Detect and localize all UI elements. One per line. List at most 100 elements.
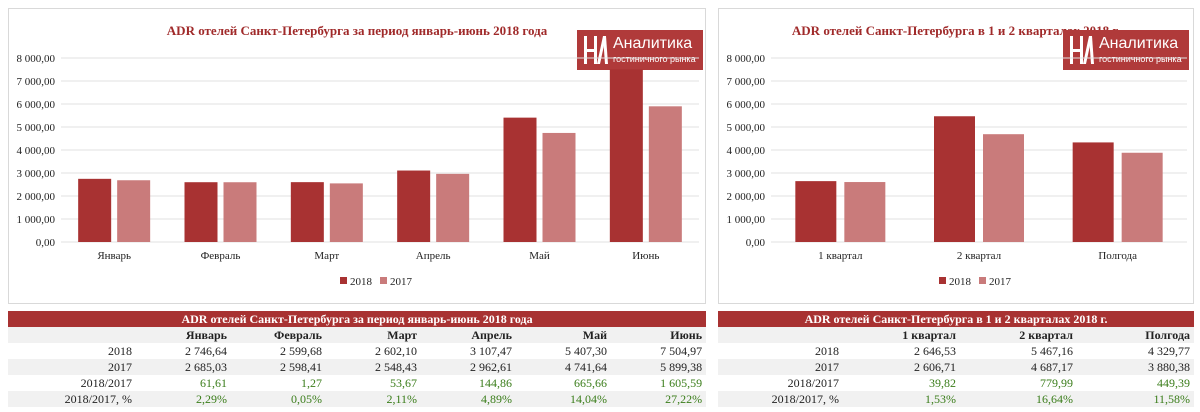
table-title: ADR отелей Санкт-Петербурга за период ян… <box>8 311 707 327</box>
table-monthly: ADR отелей Санкт-Петербурга за период ян… <box>8 311 707 407</box>
column-header: Март <box>326 327 421 343</box>
table-cell: 1,27 <box>301 376 322 390</box>
bar-2017-1 <box>223 182 257 242</box>
table-cell: 665,66 <box>574 376 607 390</box>
table-quarterly: ADR отелей Санкт-Петербурга в 1 и 2 квар… <box>718 311 1195 407</box>
table-cell: 27,22% <box>611 391 707 407</box>
brand-mark-icon <box>583 34 609 66</box>
table-row: 2018/2017 61,61 1,27 53,67 144,86 665,66… <box>8 375 706 391</box>
table-cell: 0,05% <box>231 391 326 407</box>
chart-title: ADR отелей Санкт-Петербурга в 1 и 2 квар… <box>791 23 1121 38</box>
row-label: 2018/2017 <box>80 376 132 390</box>
table-cell: 2 598,41 <box>231 359 326 375</box>
column-header: 1 квартал <box>843 327 960 343</box>
table-row: 2018 2 646,53 5 467,16 4 329,77 <box>718 343 1194 359</box>
bar-2018-1 <box>934 116 975 242</box>
legend-swatch-2017 <box>380 277 387 284</box>
row-label: 2018/2017 <box>787 376 839 390</box>
table-row: 2018/2017, % 2,29% 0,05% 2,11% 4,89% 14,… <box>8 391 707 407</box>
table-corner <box>718 327 843 343</box>
table-cell: 2 602,10 <box>375 344 417 358</box>
y-tick-label: 0,00 <box>746 237 766 249</box>
table-cell: 2 548,43 <box>326 359 421 375</box>
column-header: Январь <box>136 327 231 343</box>
table-cell: 4 687,17 <box>960 359 1077 375</box>
bar-2017-4 <box>542 132 576 242</box>
x-tick-label: Апрель <box>416 250 451 262</box>
x-tick-label: Июнь <box>632 250 659 262</box>
table-cell: 7 504,97 <box>660 344 703 358</box>
y-tick-label: 5 000,00 <box>17 122 56 134</box>
table-cell: 779,99 <box>1040 376 1073 390</box>
y-tick-label: 0,00 <box>36 237 56 249</box>
bar-2017-2 <box>1121 152 1163 242</box>
chart-panel-monthly: ADR отелей Санкт-Петербурга за период ян… <box>8 8 706 304</box>
bar-2018-0 <box>795 181 837 242</box>
table-cell: 2 646,53 <box>914 344 956 358</box>
table-cell: 61,61 <box>200 376 227 390</box>
table-cell: 1 605,59 <box>660 376 703 390</box>
table-cell: 2,29% <box>136 391 231 407</box>
table-cell: 4 741,64 <box>516 359 611 375</box>
brand-name: Аналитика <box>613 35 693 52</box>
x-tick-label: Полгода <box>1098 250 1137 262</box>
chart-title: ADR отелей Санкт-Петербурга за период ян… <box>166 23 548 38</box>
x-tick-label: Март <box>314 250 339 262</box>
y-tick-label: 1 000,00 <box>727 214 766 226</box>
legend-swatch-2018 <box>340 277 347 284</box>
brand-subtitle: гостиничного рынка <box>613 54 696 64</box>
y-tick-label: 2 000,00 <box>17 191 56 203</box>
y-tick-label: 6 000,00 <box>727 99 766 111</box>
table-cell: 3 107,47 <box>470 344 512 358</box>
column-header: Май <box>516 327 611 343</box>
bar-2018-1 <box>184 182 218 242</box>
table-row: 2018 2 746,64 2 599,68 2 602,10 3 107,47… <box>8 343 706 359</box>
y-tick-label: 4 000,00 <box>17 145 56 157</box>
row-label: 2017 <box>718 359 843 375</box>
x-tick-label: Май <box>529 250 550 262</box>
bar-2018-4 <box>503 117 537 242</box>
row-label: 2017 <box>8 359 136 375</box>
table-cell: 2 599,68 <box>280 344 322 358</box>
bar-2017-1 <box>983 134 1024 242</box>
row-label: 2018 <box>815 344 839 358</box>
y-tick-label: 8 000,00 <box>727 53 766 65</box>
column-header: Апрель <box>421 327 516 343</box>
brand-logo: Аналитика гостиничного рынка <box>1063 30 1189 70</box>
chart-panel-quarterly: ADR отелей Санкт-Петербурга в 1 и 2 квар… <box>718 8 1194 304</box>
column-header: Полгода <box>1077 327 1195 343</box>
table-cell: 1,53% <box>843 391 960 407</box>
table-row: 2017 2 606,71 4 687,17 3 880,38 <box>718 359 1195 375</box>
row-label: 2018/2017, % <box>718 391 843 407</box>
table-cell: 2 685,03 <box>136 359 231 375</box>
column-header: Февраль <box>231 327 326 343</box>
y-tick-label: 7 000,00 <box>17 76 56 88</box>
y-tick-label: 3 000,00 <box>17 168 56 180</box>
table-row: 2017 2 685,03 2 598,41 2 548,43 2 962,61… <box>8 359 707 375</box>
row-label: 2018/2017, % <box>8 391 136 407</box>
table-cell: 14,04% <box>516 391 611 407</box>
table-corner <box>8 327 136 343</box>
table-cell: 2,11% <box>326 391 421 407</box>
table-cell: 11,58% <box>1077 391 1195 407</box>
chart-quarterly: 0,00 1 000,00 2 000,00 3 000,00 4 000,00 5 00… <box>727 53 1187 288</box>
table-row: 2018/2017 39,82 779,99 449,39 <box>718 375 1194 391</box>
y-tick-label: 6 000,00 <box>17 99 56 111</box>
table-cell: 144,86 <box>479 376 512 390</box>
brand-name: Аналитика <box>1099 35 1179 52</box>
row-label: 2018 <box>108 344 132 358</box>
chart-monthly: 0,00 1 000,00 2 000,00 3 000,00 4 000,00 5 00… <box>17 53 699 288</box>
table-title: ADR отелей Санкт-Петербурга в 1 и 2 квар… <box>718 311 1195 327</box>
bar-2018-2 <box>290 182 324 242</box>
table-cell: 3 880,38 <box>1077 359 1195 375</box>
table-row: 2018/2017, % 1,53% 16,64% 11,58% <box>718 391 1195 407</box>
x-tick-label: Февраль <box>201 250 241 262</box>
bar-2018-0 <box>78 178 112 242</box>
x-tick-label: Январь <box>97 250 131 262</box>
column-header: 2 квартал <box>960 327 1077 343</box>
legend-swatch-2017 <box>979 277 986 284</box>
bar-2018-3 <box>397 170 431 242</box>
column-header: Июнь <box>611 327 707 343</box>
legend-label: 2017 <box>989 276 1012 288</box>
legend-swatch-2018 <box>939 277 946 284</box>
